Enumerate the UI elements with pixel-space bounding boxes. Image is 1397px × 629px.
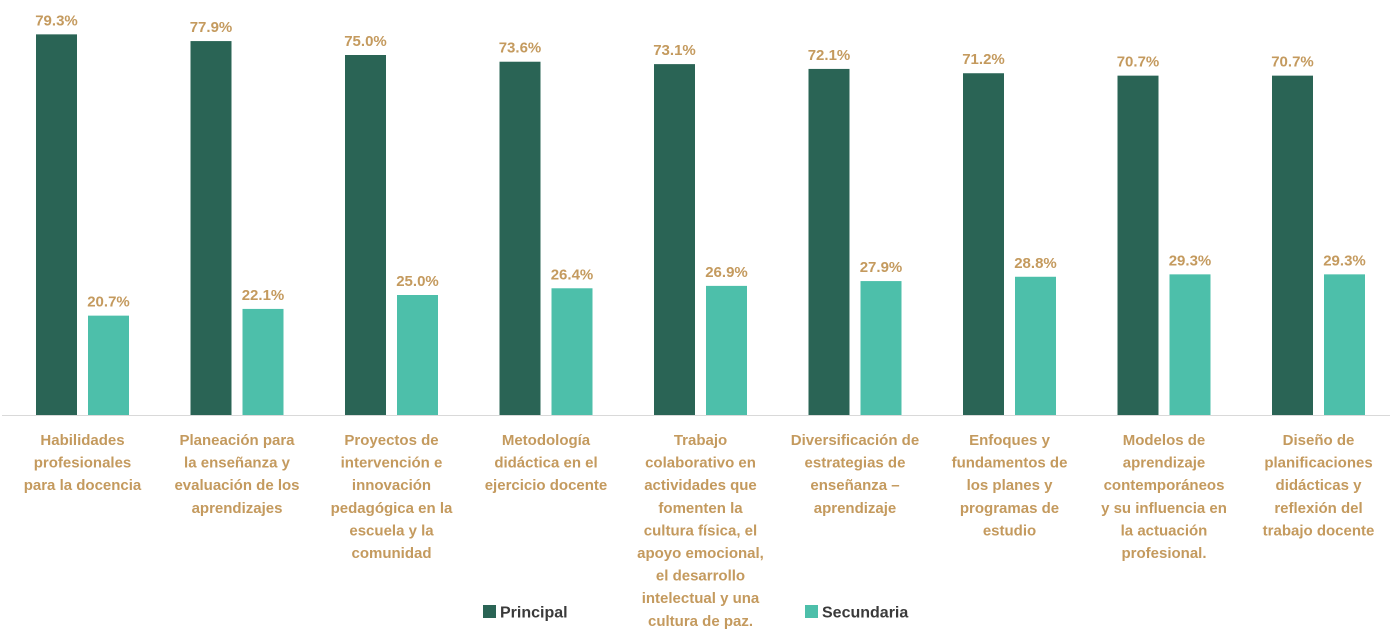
bar-principal-1 (36, 34, 77, 416)
data-label-principal-2: 77.9% (190, 19, 233, 36)
legend-label-principal: Principal (500, 605, 568, 622)
data-label-secundaria-1: 20.7% (87, 294, 130, 311)
bar-secundaria-1 (88, 315, 129, 415)
category-label-4: Metodología didáctica en el ejercicio doce… (485, 432, 608, 494)
data-label-secundaria-3: 25.0% (396, 273, 439, 290)
category-label-3: Proyectos de intervención e innovación peda… (331, 432, 453, 562)
data-label-secundaria-8: 29.3% (1169, 252, 1212, 269)
data-label-principal-4: 73.6% (499, 40, 542, 57)
data-label-principal-8: 70.7% (1117, 54, 1160, 71)
bar-secundaria-8 (1169, 274, 1211, 415)
data-label-principal-9: 70.7% (1271, 54, 1314, 71)
category-label-1: Habilidades profesionales para la docencia (24, 432, 142, 494)
legend-swatch-principal (483, 605, 496, 618)
bar-principal-5 (654, 64, 695, 416)
data-label-secundaria-9: 29.3% (1323, 252, 1366, 269)
bar-principal-3 (345, 55, 386, 415)
bar-principal-4 (499, 61, 541, 415)
data-label-secundaria-6: 27.9% (860, 259, 903, 276)
bars-layer (36, 34, 1365, 416)
category-label-9: Diseño de planificaciones didácticas y refl… (1263, 432, 1375, 539)
data-label-principal-7: 71.2% (962, 51, 1005, 68)
bar-principal-9 (1272, 75, 1313, 415)
bar-secundaria-6 (860, 281, 902, 415)
data-label-secundaria-7: 28.8% (1014, 255, 1057, 272)
bar-secundaria-3 (397, 295, 438, 415)
data-label-secundaria-4: 26.4% (551, 266, 594, 283)
bar-principal-7 (963, 73, 1004, 416)
bar-secundaria-4 (551, 288, 593, 415)
category-label-6: Diversificación de estrategias de enseñanz… (791, 432, 919, 517)
bar-secundaria-5 (706, 285, 747, 415)
bar-principal-2 (190, 41, 232, 416)
bar-secundaria-7 (1015, 276, 1056, 415)
category-label-2: Planeación para la enseñanza y evaluación … (174, 432, 299, 517)
category-labels-layer: Habilidades profesionales para la docencia… (24, 432, 1375, 629)
bar-secundaria-2 (242, 308, 284, 415)
bar-secundaria-9 (1324, 274, 1365, 415)
data-label-principal-6: 72.1% (808, 47, 851, 64)
legend-swatch-secundaria (805, 605, 818, 618)
category-label-8: Modelos de aprendizaje contemporáneos y su … (1101, 432, 1227, 562)
data-label-secundaria-5: 26.9% (705, 264, 748, 281)
legend: Principal Secundaria (483, 605, 908, 622)
category-label-5: Trabajo colaborativo en actividades que fom… (637, 432, 764, 629)
data-label-principal-1: 79.3% (35, 12, 78, 29)
data-label-secundaria-2: 22.1% (242, 287, 285, 304)
value-labels-layer: 79.3% 20.7% 77.9% 22.1% 75.0% 25.0% 73.6% 26.4%… (35, 12, 1366, 310)
bar-principal-8 (1117, 75, 1159, 415)
data-label-principal-3: 75.0% (344, 33, 387, 50)
data-label-principal-5: 73.1% (653, 42, 696, 59)
category-label-7: Enfoques y fundamentos de los planes y prog… (952, 432, 1068, 539)
bar-principal-6 (808, 68, 850, 416)
legend-label-secundaria: Secundaria (822, 605, 908, 622)
